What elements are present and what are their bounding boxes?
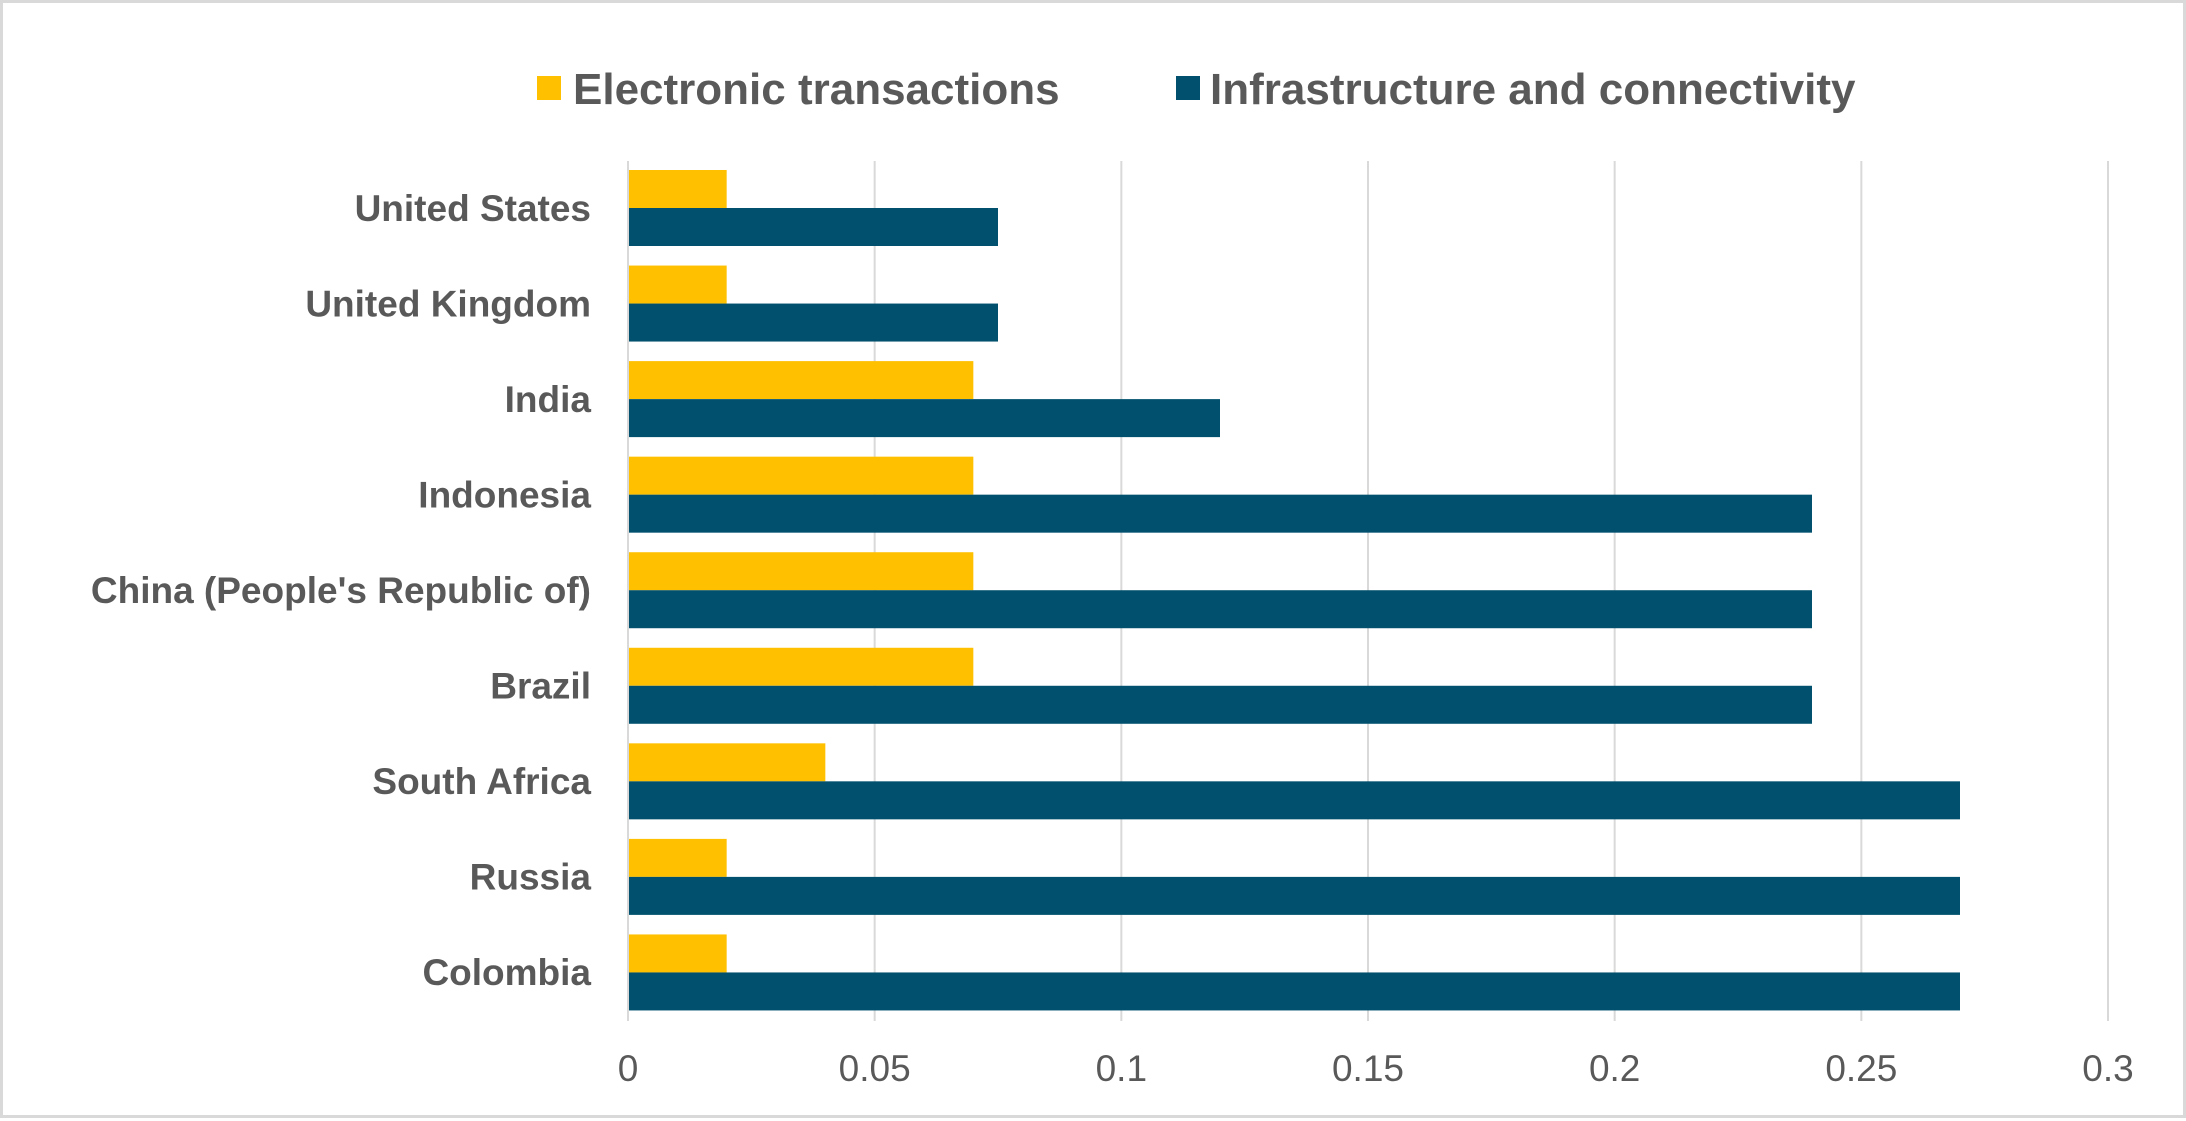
x-tick-label-0-15: 0.15: [1332, 1048, 1404, 1089]
bar-indonesia-electronic-transactions: [628, 456, 974, 495]
category-label-indonesia: Indonesia: [418, 474, 591, 515]
category-label-brazil: Brazil: [490, 666, 591, 707]
legend-label-infrastructure-and-connectivity: Infrastructure and connectivity: [1210, 65, 1856, 114]
legend-swatch-infrastructure-and-connectivity: [1176, 76, 1200, 100]
legend-swatch-electronic-transactions: [537, 76, 561, 100]
bar-united-kingdom-electronic-transactions: [628, 265, 727, 304]
bar-united-states-infrastructure-and-connectivity: [628, 208, 998, 246]
x-tick-label-0-05: 0.05: [839, 1048, 911, 1089]
x-tick-label-0-3: 0.3: [2082, 1048, 2133, 1089]
bar-india-electronic-transactions: [628, 361, 974, 400]
x-tick-label-0-2: 0.2: [1589, 1048, 1640, 1089]
x-tick-label-0-25: 0.25: [1825, 1048, 1897, 1089]
bar-chart: United States United Kingdom India Indonesi…: [91, 65, 2134, 1089]
category-label-south-africa: South Africa: [372, 761, 591, 802]
bar-indonesia-infrastructure-and-connectivity: [628, 494, 1812, 533]
bar-colombia-electronic-transactions: [628, 934, 727, 973]
bar-united-states-electronic-transactions: [628, 170, 727, 208]
bar-brazil-electronic-transactions: [628, 647, 974, 686]
category-label-china-people-s-republic-of: China (People's Republic of): [91, 570, 591, 611]
bar-brazil-infrastructure-and-connectivity: [628, 685, 1812, 724]
legend: Electronic transactions Infrastructure a…: [537, 65, 1856, 114]
bar-china-people-s-republic-of-electronic-transactions: [628, 552, 974, 591]
bar-south-africa-infrastructure-and-connectivity: [628, 781, 1960, 820]
bar-layer: [628, 170, 1960, 1011]
legend-label-electronic-transactions: Electronic transactions: [573, 65, 1060, 114]
x-tick-label-0: 0: [618, 1048, 639, 1089]
category-label-russia: Russia: [470, 857, 592, 898]
category-label-colombia: Colombia: [422, 952, 591, 993]
bar-russia-infrastructure-and-connectivity: [628, 876, 1960, 915]
category-label-united-states: United States: [355, 188, 591, 229]
bar-south-africa-electronic-transactions: [628, 743, 826, 782]
bar-colombia-infrastructure-and-connectivity: [628, 972, 1960, 1011]
x-tick-label-0-1: 0.1: [1096, 1048, 1147, 1089]
bar-russia-electronic-transactions: [628, 838, 727, 877]
bar-china-people-s-republic-of-infrastructure-and-connectivity: [628, 590, 1812, 629]
bar-india-infrastructure-and-connectivity: [628, 399, 1220, 438]
category-label-united-kingdom: United Kingdom: [305, 283, 591, 324]
bar-united-kingdom-infrastructure-and-connectivity: [628, 303, 998, 342]
axis-layer: United States United Kingdom India Indonesi…: [91, 161, 2134, 1089]
category-label-india: India: [505, 379, 592, 420]
